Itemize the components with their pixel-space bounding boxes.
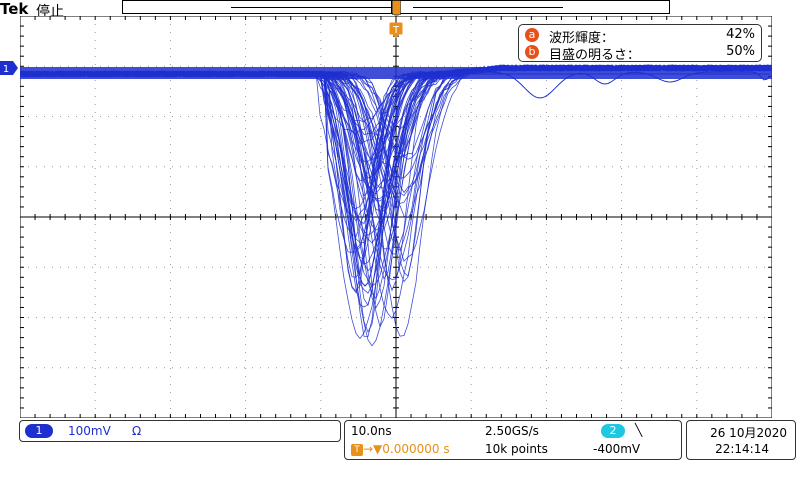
- delay-value: 0.000000 s: [382, 442, 450, 456]
- channel1-impedance-icon: Ω: [132, 424, 142, 438]
- trigger-source-badge: 2: [601, 424, 625, 438]
- channel1-scale: 100mV: [68, 424, 111, 438]
- trigger-slope-icon: ╲: [635, 423, 643, 437]
- timebase-value: 10.0ns: [351, 424, 392, 438]
- brand-name: Tek: [0, 0, 29, 18]
- graticule-axes: [20, 16, 772, 418]
- trigger-level-value: -400mV: [593, 442, 641, 456]
- channel1-badge: 1: [25, 424, 53, 438]
- brand-logo: Tek: [0, 0, 28, 18]
- record-line-left: [231, 7, 395, 8]
- record-line-right: [413, 7, 563, 8]
- channel1-marker-label: 1: [3, 64, 9, 75]
- horizontal-delay: T →▼0.000000 s: [351, 442, 450, 456]
- waveform-intensity-label: 波形輝度：: [549, 31, 615, 46]
- waveform-intensity-row[interactable]: a 波形輝度： 42%: [525, 27, 757, 46]
- delay-arrow-icon: →▼: [363, 442, 383, 456]
- time-value: 22:14:14: [715, 442, 769, 456]
- option-b-badge: b: [525, 44, 539, 59]
- option-a-badge: a: [525, 27, 539, 42]
- date-time-readout[interactable]: 26 10月2020 22:14:14: [686, 420, 796, 460]
- graticule-brightness-row[interactable]: b 目盛の明るさ： 50%: [525, 44, 757, 63]
- trigger-t-icon: T: [351, 443, 363, 456]
- waveform-intensity-value: 42%: [726, 27, 755, 42]
- sample-rate-value: 2.50GS/s: [485, 424, 539, 438]
- channel1-readout[interactable]: 1 100mV Ω: [19, 420, 341, 442]
- record-length-value: 10k points: [485, 442, 548, 456]
- display-settings-panel[interactable]: a 波形輝度： 42% b 目盛の明るさ： 50%: [518, 24, 762, 63]
- waveform-traces: [20, 64, 772, 347]
- acquisition-readout[interactable]: 10.0ns 2.50GS/s 2 ╲ T →▼0.000000 s 10k po…: [344, 420, 682, 460]
- graticule-brightness-value: 50%: [726, 44, 755, 59]
- channel1-ground-marker[interactable]: 1: [0, 60, 20, 76]
- trigger-marker-label: T: [392, 25, 400, 36]
- date-value: 26 10月2020: [710, 426, 787, 440]
- waveform-display[interactable]: [20, 16, 772, 418]
- trigger-marker-icon[interactable]: T: [389, 22, 403, 38]
- graticule-brightness-label: 目盛の明るさ：: [549, 48, 641, 63]
